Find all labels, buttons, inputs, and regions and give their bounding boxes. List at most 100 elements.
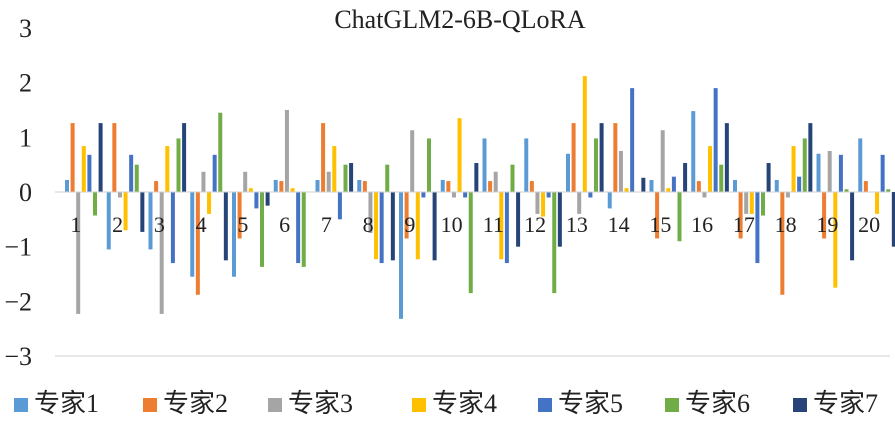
bar bbox=[510, 164, 515, 192]
x-tick-label: 12 bbox=[524, 212, 546, 237]
bar bbox=[98, 123, 103, 192]
bar bbox=[457, 118, 462, 192]
bar bbox=[566, 153, 570, 192]
bars-group bbox=[65, 76, 895, 319]
y-tick-label: −1 bbox=[4, 233, 32, 262]
bar bbox=[708, 146, 713, 192]
x-tick-label: 10 bbox=[441, 212, 463, 237]
bar bbox=[165, 146, 170, 192]
bar bbox=[379, 192, 384, 264]
legend-swatch bbox=[665, 398, 679, 412]
bar bbox=[182, 123, 187, 192]
y-tick-label: 2 bbox=[19, 69, 32, 98]
bar bbox=[588, 192, 593, 198]
bar bbox=[248, 188, 253, 192]
bar bbox=[368, 192, 373, 233]
bar bbox=[557, 192, 562, 247]
bar bbox=[421, 192, 426, 198]
y-tick-label: −3 bbox=[4, 342, 32, 371]
bar bbox=[808, 123, 813, 192]
bar bbox=[618, 151, 623, 192]
bar bbox=[385, 164, 390, 192]
bar bbox=[474, 163, 479, 192]
legend-swatch bbox=[412, 398, 426, 412]
bar bbox=[766, 163, 771, 192]
bar bbox=[326, 171, 331, 192]
legend-swatch bbox=[143, 398, 157, 412]
legend-label: 专家4 bbox=[432, 389, 497, 418]
bar bbox=[212, 154, 217, 192]
bar bbox=[123, 192, 128, 231]
bar bbox=[201, 171, 206, 192]
bar bbox=[106, 192, 111, 250]
bar bbox=[260, 192, 264, 267]
x-axis-category-labels: 1 2 3 4 5 6 7 8 9 10 11 12 13 14 15 16 17 18 19 20 bbox=[70, 212, 880, 237]
bar bbox=[81, 146, 86, 192]
bar bbox=[546, 192, 551, 198]
bar bbox=[349, 163, 354, 192]
bar bbox=[232, 192, 236, 277]
bar bbox=[468, 192, 473, 294]
bar bbox=[148, 192, 153, 250]
bar bbox=[265, 192, 270, 206]
bar bbox=[683, 163, 688, 192]
bar bbox=[357, 179, 362, 192]
x-tick-label: 9 bbox=[404, 212, 415, 237]
bar bbox=[822, 192, 827, 239]
y-axis-ticks: 3 2 1 0 −1 −2 −3 bbox=[4, 14, 32, 371]
bar bbox=[404, 192, 409, 239]
bar bbox=[440, 179, 445, 192]
bar bbox=[599, 123, 604, 192]
y-tick-label: 1 bbox=[19, 123, 32, 152]
y-tick-label: 0 bbox=[19, 178, 32, 207]
bar bbox=[780, 192, 785, 295]
bar bbox=[733, 179, 737, 192]
bar bbox=[541, 192, 546, 217]
bar bbox=[660, 130, 665, 192]
bar bbox=[858, 138, 863, 192]
bar bbox=[410, 130, 415, 192]
bar bbox=[880, 154, 885, 192]
bar bbox=[332, 146, 337, 192]
bar bbox=[691, 111, 696, 192]
x-tick-label: 2 bbox=[112, 212, 123, 237]
bar bbox=[463, 192, 468, 198]
bar bbox=[761, 192, 765, 216]
bar bbox=[284, 110, 289, 192]
bar bbox=[571, 123, 576, 192]
x-tick-label: 16 bbox=[691, 212, 713, 237]
bar bbox=[724, 123, 729, 192]
bar bbox=[159, 192, 164, 314]
legend-swatch bbox=[538, 398, 552, 412]
bar bbox=[594, 138, 598, 192]
legend-label: 专家1 bbox=[34, 389, 99, 418]
bar bbox=[93, 192, 97, 216]
bar bbox=[207, 192, 212, 214]
bar bbox=[129, 154, 134, 192]
bar bbox=[677, 192, 682, 242]
bar bbox=[875, 192, 880, 214]
bar bbox=[237, 192, 242, 239]
bar bbox=[655, 192, 660, 239]
bar bbox=[524, 138, 529, 192]
bar bbox=[738, 192, 743, 239]
bar bbox=[321, 123, 326, 192]
bar bbox=[134, 164, 139, 192]
bar bbox=[613, 123, 618, 192]
bar bbox=[446, 181, 451, 192]
legend-label: 专家2 bbox=[163, 389, 228, 418]
bar bbox=[641, 177, 646, 192]
bar bbox=[243, 171, 248, 192]
bar bbox=[154, 181, 159, 192]
bar bbox=[290, 188, 295, 192]
legend-label: 专家7 bbox=[813, 389, 878, 418]
bar bbox=[499, 192, 504, 260]
x-tick-label: 7 bbox=[321, 212, 332, 237]
legend-swatch bbox=[14, 398, 28, 412]
bar bbox=[482, 138, 487, 192]
bar bbox=[844, 189, 849, 192]
bar bbox=[516, 192, 521, 247]
x-tick-label: 1 bbox=[70, 212, 81, 237]
bar bbox=[552, 192, 557, 294]
